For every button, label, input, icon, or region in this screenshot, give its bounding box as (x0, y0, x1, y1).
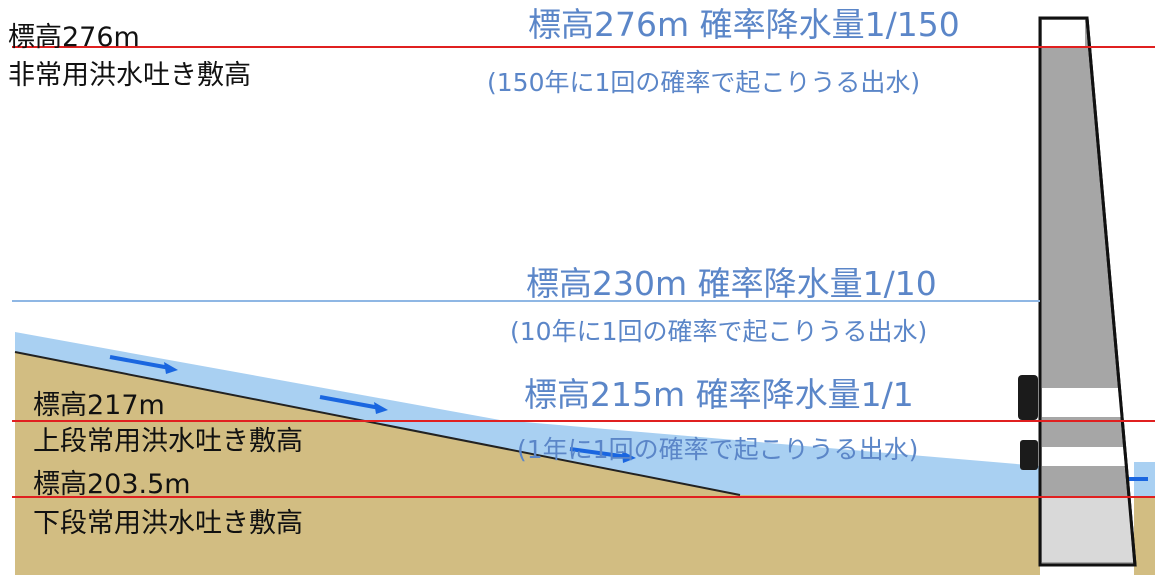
slope-line (14, 351, 741, 496)
label-emergency-spillway: 非常用洪水吐き敷高 (8, 60, 251, 91)
label-upper-spillway: 上段常用洪水吐き敷高 (33, 426, 303, 457)
level-276-sub: (150年に1回の確率で起こりうる出水) (487, 68, 921, 97)
level-230-sub: (10年に1回の確率で起こりうる出水) (510, 317, 928, 346)
dam (1018, 16, 1137, 567)
downstream-ground (1134, 496, 1155, 575)
label-el217: 標高217m (33, 390, 165, 421)
reservoir-water (15, 332, 1040, 498)
dam-outline (1038, 16, 1137, 567)
level-230-heading: 標高230m 確率降水量1/10 (526, 264, 937, 303)
dam-crest (1042, 20, 1085, 47)
label-lower-spillway: 下段常用洪水吐き敷高 (33, 508, 303, 539)
dam-band-lower (1042, 447, 1125, 466)
gate-upper (1018, 375, 1038, 420)
label-el203: 標高203.5m (33, 469, 191, 500)
flow-arrow (109, 355, 178, 374)
dam-band-upper (1042, 388, 1121, 417)
dam-lower-light (1042, 497, 1133, 562)
ground (15, 352, 1040, 575)
gate-lower (1020, 440, 1038, 470)
level-276-heading: 標高276m 確率降水量1/150 (528, 5, 960, 44)
label-el276: 標高276m (8, 22, 140, 53)
level-215-sub: (1年に1回の確率で起こりうる出水) (517, 435, 919, 464)
dam-body (1038, 16, 1137, 567)
level-215-heading: 標高215m 確率降水量1/1 (524, 375, 914, 414)
flow-arrow (319, 395, 388, 414)
flow-arrow (569, 447, 636, 463)
